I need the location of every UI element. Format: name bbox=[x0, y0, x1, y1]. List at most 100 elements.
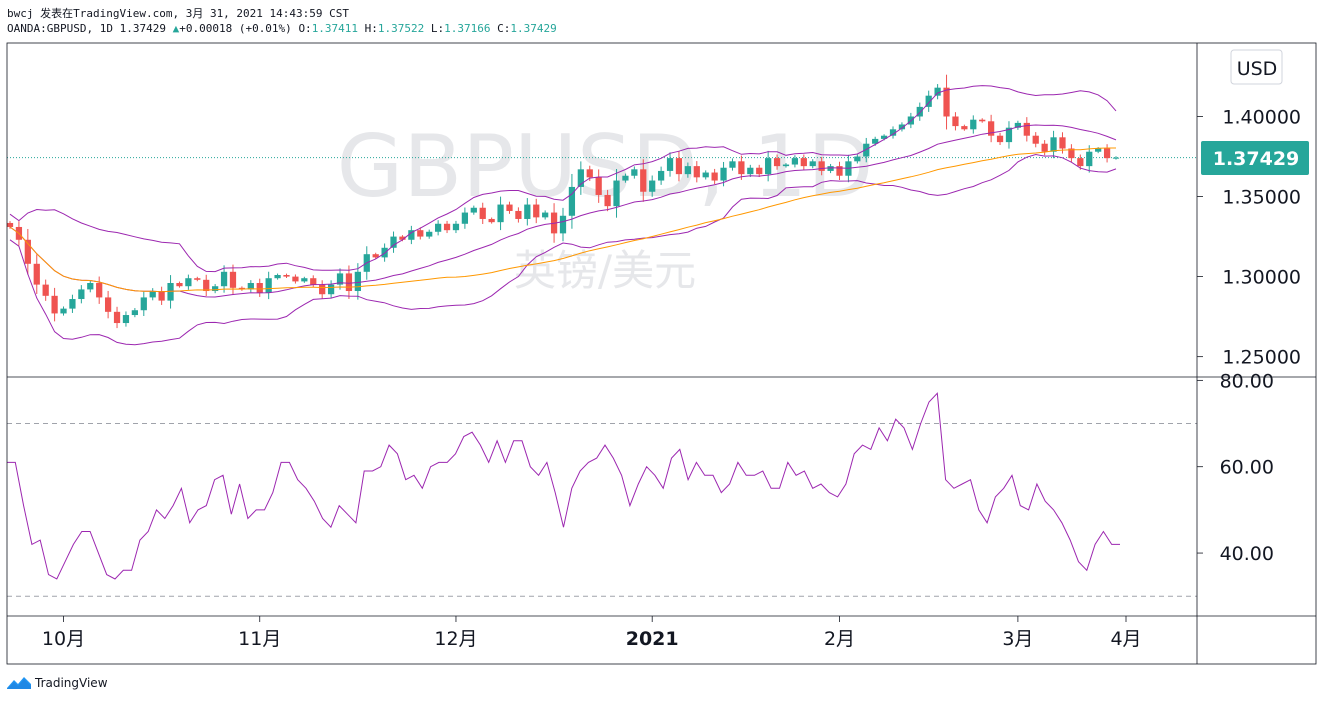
time-tick-label: 4月 bbox=[1110, 628, 1141, 650]
low-value: 1.37166 bbox=[444, 22, 491, 35]
candle-body bbox=[203, 279, 210, 292]
candle-body bbox=[791, 158, 799, 165]
candle-body bbox=[765, 158, 772, 175]
close-value: 1.37429 bbox=[510, 22, 557, 35]
candle-body bbox=[399, 236, 406, 240]
candle-body bbox=[247, 283, 254, 290]
bollinger-lower-line bbox=[9, 153, 1117, 346]
candle-body bbox=[675, 158, 683, 175]
change-value: +0.00018 (+0.01%) bbox=[179, 22, 292, 35]
candle-body bbox=[631, 169, 638, 176]
candle-body bbox=[506, 204, 513, 211]
candle-body bbox=[113, 311, 121, 324]
candle-body bbox=[916, 106, 923, 117]
candle-body bbox=[604, 194, 611, 207]
change-arrow-icon: ▲ bbox=[172, 22, 180, 35]
candle-body bbox=[1014, 122, 1022, 128]
candle-body bbox=[1023, 122, 1030, 136]
candle-body bbox=[649, 180, 656, 192]
candle-body bbox=[809, 161, 816, 167]
candle-body bbox=[452, 223, 460, 231]
candle-body bbox=[586, 169, 593, 178]
candle-body bbox=[729, 161, 736, 168]
candle-body bbox=[122, 315, 130, 324]
candle-body bbox=[435, 223, 442, 232]
candle-body bbox=[943, 87, 950, 117]
candle-body bbox=[996, 135, 1004, 143]
candle-body bbox=[693, 166, 700, 178]
candle-body bbox=[720, 167, 727, 181]
high-value: 1.37522 bbox=[377, 22, 425, 35]
candle-body bbox=[1086, 151, 1093, 167]
candle-body bbox=[176, 283, 183, 287]
candle-body bbox=[711, 172, 718, 181]
candle-body bbox=[863, 143, 870, 157]
candle-body bbox=[292, 276, 299, 282]
candle-body bbox=[1032, 135, 1039, 144]
candle-body bbox=[497, 204, 504, 223]
candle-body bbox=[702, 172, 709, 178]
candle-body bbox=[256, 283, 263, 293]
candle-body bbox=[872, 138, 879, 144]
candle-body bbox=[854, 156, 861, 162]
candle-body bbox=[78, 289, 85, 300]
candle-body bbox=[773, 158, 781, 167]
rsi-tick-label: 80.00 bbox=[1220, 370, 1274, 392]
candle-body bbox=[952, 116, 959, 127]
candle-body bbox=[220, 271, 228, 287]
candle-body bbox=[426, 231, 433, 237]
watermark-name: 英镑/美元 bbox=[514, 246, 696, 295]
candle-body bbox=[622, 175, 629, 181]
bollinger-upper-line bbox=[9, 85, 1117, 273]
candle-body bbox=[889, 129, 897, 136]
candle-body bbox=[533, 204, 540, 218]
time-tick-label: 12月 bbox=[434, 628, 477, 650]
candle-body bbox=[666, 158, 674, 171]
rsi-tick-label: 40.00 bbox=[1220, 543, 1274, 565]
last-price-text: 1.37429 bbox=[1213, 148, 1300, 170]
candle-body bbox=[390, 236, 397, 248]
candle-body bbox=[738, 161, 745, 175]
rsi-tick-label: 60.00 bbox=[1220, 457, 1274, 479]
candle-body bbox=[408, 230, 415, 240]
candle-body bbox=[1077, 158, 1084, 167]
candle-body bbox=[827, 166, 834, 171]
price-tick-label: 1.25000 bbox=[1222, 347, 1301, 369]
moving-average-line bbox=[9, 147, 1116, 293]
candle-body bbox=[836, 166, 843, 176]
publish-info: bwcj 发表在TradingView.com, 3月 31, 2021 14:… bbox=[7, 7, 350, 20]
currency-button[interactable] bbox=[1230, 49, 1283, 85]
candle-body bbox=[961, 126, 968, 130]
candle-body bbox=[488, 218, 495, 223]
candle-body bbox=[283, 275, 290, 277]
price-tick-label: 1.40000 bbox=[1222, 106, 1301, 128]
candle-body bbox=[24, 239, 31, 264]
candle-body bbox=[301, 278, 308, 282]
candle-body bbox=[925, 95, 932, 107]
candle-body bbox=[479, 207, 486, 219]
candle-body bbox=[1041, 143, 1048, 152]
candle-body bbox=[595, 177, 602, 195]
time-tick-label: 3月 bbox=[1002, 628, 1033, 650]
price-tick-label: 1.30000 bbox=[1222, 267, 1301, 289]
candle-body bbox=[60, 308, 67, 314]
tradingview-brand[interactable]: TradingView bbox=[7, 676, 108, 690]
candle-body bbox=[345, 273, 353, 292]
candle-body bbox=[265, 278, 272, 293]
candle-body bbox=[140, 297, 147, 311]
candle-body bbox=[524, 204, 531, 219]
tradingview-logo-icon bbox=[7, 677, 31, 689]
candle-body bbox=[131, 310, 138, 316]
time-tick-label: 10月 bbox=[42, 628, 85, 650]
candle-body bbox=[33, 263, 40, 285]
time-tick-label: 11月 bbox=[238, 628, 281, 650]
candle-body bbox=[818, 161, 825, 171]
candle-body bbox=[747, 167, 754, 175]
candle-body bbox=[470, 207, 477, 213]
candle-body bbox=[372, 254, 379, 258]
candle-body bbox=[640, 169, 647, 192]
candle-body bbox=[69, 299, 76, 309]
candle-body bbox=[782, 164, 790, 167]
candle-body bbox=[559, 215, 567, 234]
